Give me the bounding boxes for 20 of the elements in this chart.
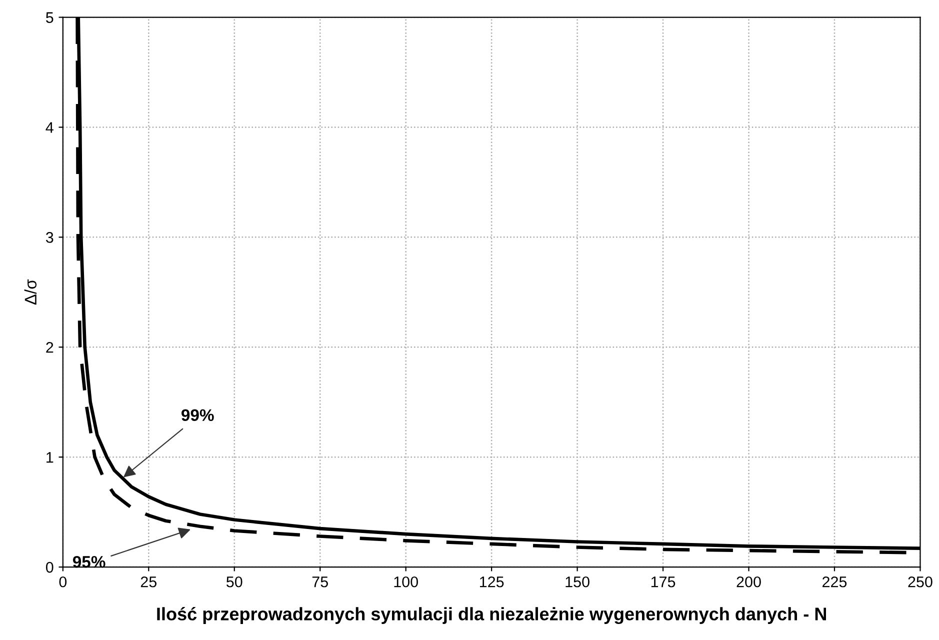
x-tick-label: 100 [394,576,418,588]
x-axis-title: Ilość przeprowadzonych symulacji dla niezależnie wygenerownych danych - N [157,606,826,624]
y-tick-label: 0 [46,562,54,573]
x-tick-label: 250 [908,576,932,588]
y-tick-label: 4 [46,122,54,133]
y-tick-label: 1 [46,452,54,463]
x-tick-label: 25 [140,576,156,588]
x-tick-label: 0 [59,576,67,588]
y-tick-label: 2 [46,342,54,353]
y-tick-label: 5 [46,12,54,23]
x-tick-label: 125 [480,576,504,588]
annotation: 99% [182,409,214,422]
x-tick-label: 225 [822,576,847,588]
x-tick-label: 200 [736,576,761,588]
x-tick-label: 75 [312,576,328,588]
y-tick-label: 3 [46,232,54,243]
x-tick-label: 150 [566,576,590,588]
y-axis-title: Δ/σ [24,279,37,305]
x-tick-label: 175 [651,576,676,588]
x-tick-label: 50 [226,576,242,588]
